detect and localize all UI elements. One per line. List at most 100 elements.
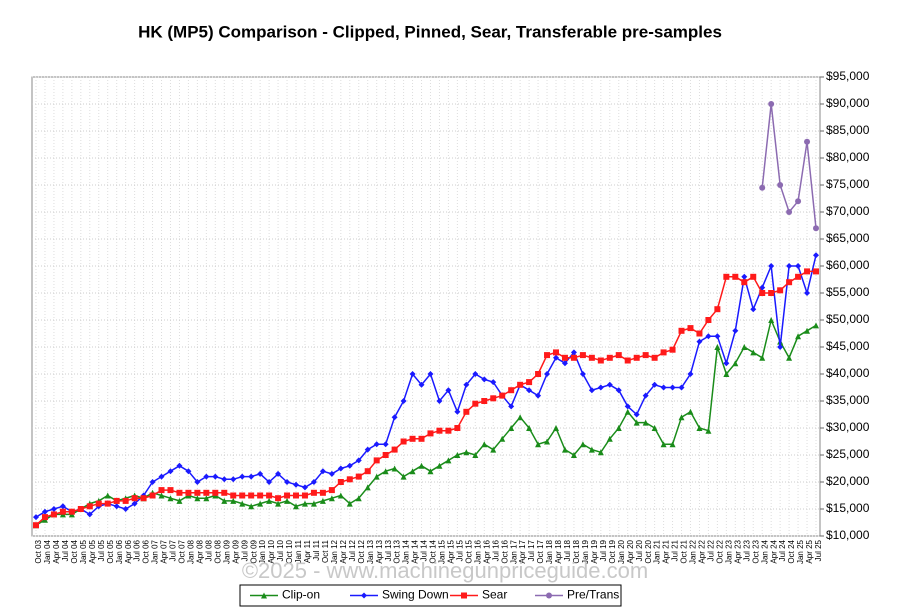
point bbox=[275, 495, 282, 502]
point bbox=[266, 497, 273, 504]
point bbox=[221, 476, 228, 483]
x-tick-label: Jan 04 bbox=[43, 539, 52, 564]
point bbox=[33, 514, 39, 521]
x-tick-label: Oct 24 bbox=[787, 539, 796, 563]
point bbox=[472, 452, 479, 458]
y-tick-label: $70,000 bbox=[826, 204, 870, 218]
point bbox=[301, 500, 308, 507]
y-tick-label: $85,000 bbox=[826, 123, 870, 137]
point bbox=[364, 484, 371, 491]
point bbox=[696, 338, 703, 345]
point bbox=[176, 497, 183, 504]
point bbox=[795, 333, 802, 340]
point bbox=[454, 452, 461, 458]
point bbox=[248, 473, 255, 480]
point bbox=[41, 508, 48, 515]
point bbox=[293, 503, 299, 510]
point bbox=[427, 430, 434, 437]
x-tick-label: Apr 14 bbox=[411, 539, 420, 563]
point bbox=[777, 182, 784, 188]
x-tick-label: Jan 15 bbox=[438, 539, 447, 564]
point bbox=[463, 449, 470, 456]
point bbox=[472, 371, 479, 377]
y-tick-label: $20,000 bbox=[826, 474, 870, 488]
point bbox=[149, 479, 156, 485]
point bbox=[660, 349, 667, 356]
point bbox=[248, 492, 255, 499]
x-tick-label: Jul 16 bbox=[491, 539, 500, 561]
point bbox=[436, 398, 443, 404]
point bbox=[570, 354, 577, 361]
point bbox=[364, 468, 371, 475]
x-tick-label: Oct 21 bbox=[680, 539, 689, 563]
point bbox=[804, 290, 811, 296]
point bbox=[768, 317, 775, 323]
point bbox=[239, 500, 246, 507]
x-tick-label: Oct 14 bbox=[429, 539, 438, 563]
point bbox=[651, 354, 658, 361]
x-tick-label: Jul 14 bbox=[420, 539, 429, 561]
point bbox=[813, 225, 819, 232]
x-tick-label: Jan 10 bbox=[258, 539, 267, 564]
point bbox=[230, 497, 237, 504]
x-tick-label: Jul 07 bbox=[169, 539, 178, 561]
legend-marker bbox=[261, 592, 267, 599]
point bbox=[33, 522, 39, 529]
x-tick-label: Jul 09 bbox=[240, 539, 249, 561]
y-tick-label: $65,000 bbox=[826, 231, 870, 245]
point bbox=[212, 473, 219, 480]
plot-area bbox=[31, 76, 821, 537]
point bbox=[319, 468, 326, 475]
x-tick-label: Jul 17 bbox=[527, 539, 536, 561]
x-tick-label: Jan 07 bbox=[151, 539, 160, 564]
point bbox=[535, 441, 542, 448]
point bbox=[624, 403, 631, 410]
point bbox=[624, 408, 631, 415]
point bbox=[454, 425, 461, 431]
point bbox=[418, 462, 425, 469]
x-tick-label: Oct 11 bbox=[321, 539, 330, 563]
point bbox=[104, 500, 111, 507]
point bbox=[714, 333, 721, 340]
point bbox=[41, 514, 48, 521]
point bbox=[795, 198, 802, 205]
point bbox=[508, 387, 515, 394]
point bbox=[723, 273, 730, 280]
y-tick-label: $75,000 bbox=[826, 177, 870, 191]
x-tick-label: Jul 19 bbox=[599, 539, 608, 561]
point bbox=[750, 306, 757, 313]
point bbox=[382, 452, 389, 458]
point bbox=[382, 468, 389, 475]
point bbox=[328, 487, 335, 494]
point bbox=[266, 479, 273, 485]
point bbox=[337, 465, 344, 472]
point bbox=[633, 411, 640, 418]
point bbox=[373, 457, 380, 464]
point bbox=[86, 511, 93, 518]
point bbox=[337, 479, 344, 485]
x-tick-label: Apr 15 bbox=[447, 539, 456, 563]
x-tick-label: Jul 24 bbox=[778, 539, 787, 561]
point bbox=[463, 381, 470, 388]
point bbox=[813, 268, 819, 275]
point bbox=[319, 489, 326, 496]
point bbox=[526, 425, 533, 431]
point bbox=[239, 492, 246, 499]
point bbox=[391, 465, 398, 472]
point bbox=[355, 473, 362, 480]
x-tick-label: Jan 06 bbox=[115, 539, 124, 564]
point bbox=[275, 500, 282, 507]
point bbox=[248, 503, 255, 510]
point bbox=[445, 457, 452, 464]
point bbox=[804, 138, 811, 145]
point bbox=[499, 435, 506, 442]
point bbox=[346, 476, 353, 483]
point bbox=[346, 462, 353, 469]
point bbox=[373, 473, 380, 480]
point bbox=[212, 489, 219, 496]
point bbox=[786, 209, 793, 215]
y-tick-label: $55,000 bbox=[826, 285, 870, 299]
point bbox=[391, 446, 398, 453]
point bbox=[481, 398, 488, 404]
point bbox=[624, 357, 631, 364]
